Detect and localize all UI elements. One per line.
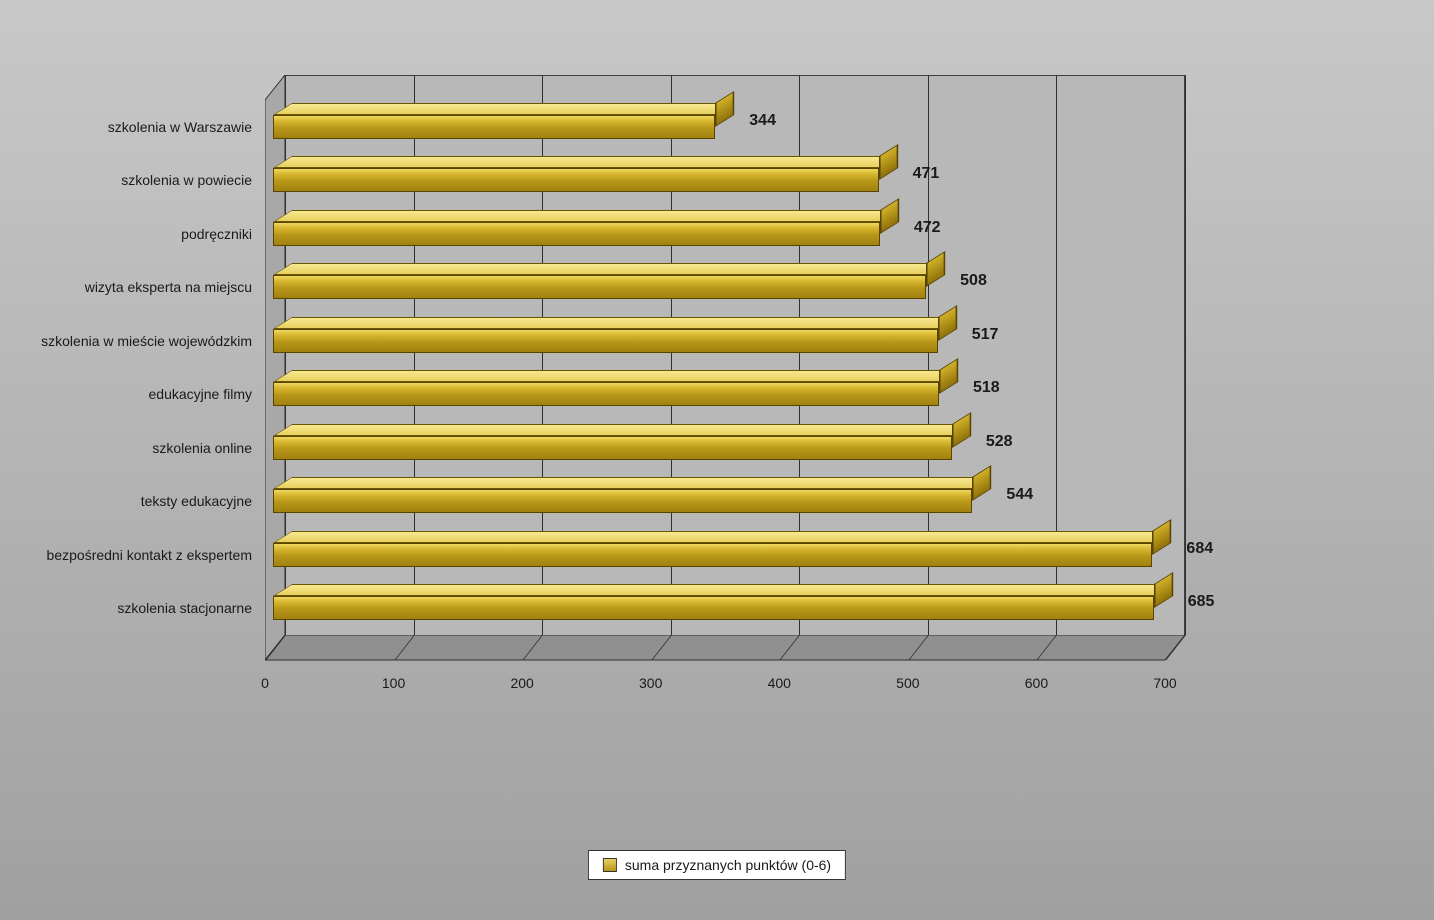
y-category-label: szkolenia online [152,440,252,456]
bar [273,329,938,353]
y-category-label: szkolenia w powiecie [121,172,252,188]
bar [273,275,926,299]
x-axis-labels: 0100200300400500600700 [265,675,1185,695]
legend: suma przyznanych punktów (0-6) [588,850,846,880]
y-category-label: szkolenia w Warszawie [108,119,252,135]
y-category-label: teksty edukacyjne [141,493,252,509]
bar-value-label: 344 [749,112,776,130]
y-category-label: wizyta eksperta na miejscu [85,279,252,295]
y-category-label: szkolenia w mieście wojewódzkim [41,333,252,349]
bar-top-face [273,531,1172,543]
bar [273,222,880,246]
bar-front-face [273,489,972,513]
bar [273,115,715,139]
bar-front-face [273,222,880,246]
x-tick-label: 400 [768,675,791,691]
bar-front-face [273,275,926,299]
bar-value-label: 684 [1186,540,1213,558]
bar-top-face [273,210,899,222]
bar-value-label: 517 [972,326,999,344]
bar-top-face [273,156,898,168]
y-axis-labels: szkolenia w Warszawie szkolenia w powieci… [0,100,260,660]
x-tick-label: 600 [1025,675,1048,691]
y-category-label: szkolenia stacjonarne [117,600,252,616]
x-tick-label: 500 [896,675,919,691]
legend-label: suma przyznanych punktów (0-6) [625,857,831,873]
x-tick-label: 0 [261,675,269,691]
bar-front-face [273,543,1152,567]
bar-top-face [273,424,971,436]
bar [273,382,939,406]
bar-front-face [273,436,952,460]
bar [273,543,1152,567]
bar-front-face [273,115,715,139]
legend-swatch [603,858,617,872]
y-category-label: edukacyjne filmy [149,386,253,402]
bar-top-face [273,317,957,329]
y-category-label: podręczniki [181,226,252,242]
bar-value-label: 544 [1006,486,1033,504]
bar [273,596,1154,620]
bar-value-label: 508 [960,272,987,290]
bar-value-label: 472 [914,219,941,237]
bar-top-face [273,477,992,489]
bar-value-label: 518 [973,379,1000,397]
x-tick-label: 700 [1153,675,1176,691]
bar [273,489,972,513]
chart-container: szkolenia w Warszawie szkolenia w powieci… [0,100,1434,750]
bar-front-face [273,382,939,406]
x-tick-label: 300 [639,675,662,691]
plot-area: 344471472508517518528544684685 [265,100,1185,690]
bar [273,168,879,192]
bar [273,436,952,460]
bar-top-face [273,263,945,275]
bar-top-face [273,103,734,115]
bar-front-face [273,596,1154,620]
bar-top-face [273,584,1173,596]
y-category-label: bezpośredni kontakt z ekspertem [47,547,252,563]
bar-front-face [273,329,938,353]
bar-front-face [273,168,879,192]
bar-top-face [273,370,958,382]
x-tick-label: 200 [510,675,533,691]
bar-value-label: 685 [1188,593,1215,611]
x-tick-label: 100 [382,675,405,691]
bar-value-label: 471 [913,165,940,183]
bar-value-label: 528 [986,433,1013,451]
